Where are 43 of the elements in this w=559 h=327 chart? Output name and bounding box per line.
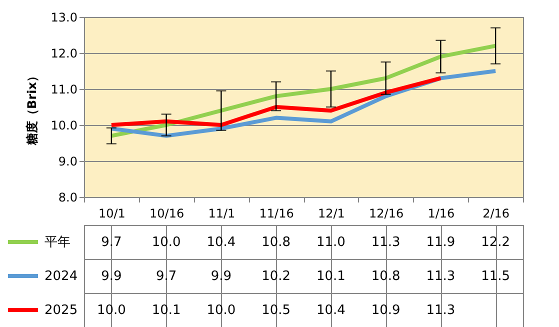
legend-label: 2025: [44, 303, 78, 318]
legend-label: 2024: [44, 269, 78, 284]
data-label: 10.1: [316, 269, 346, 284]
x-tick-label: 11/1: [208, 206, 236, 220]
y-tick-label: 10.0: [50, 118, 78, 132]
data-label: 10.0: [152, 235, 181, 250]
x-tick-label: 10/16: [150, 206, 184, 220]
line-series: [109, 76, 443, 127]
data-label: 9.7: [101, 235, 122, 250]
legend-label: 平年: [44, 235, 70, 250]
data-label: 10.0: [206, 303, 236, 318]
data-label: 9.7: [156, 269, 177, 284]
data-label: 11.0: [316, 235, 346, 250]
data-label: 11.9: [426, 235, 456, 250]
y-tick-label: 11.0: [50, 82, 78, 96]
data-label: 10.5: [262, 303, 291, 318]
data-label: 9.9: [210, 269, 232, 284]
data-label: 10.9: [371, 303, 400, 318]
y-tick-label: 13.0: [50, 10, 78, 24]
data-label: 11.3: [426, 303, 456, 318]
data-label: 11.3: [371, 235, 400, 250]
x-tick-label: 11/16: [259, 206, 294, 220]
y-tick-label: 12.0: [50, 46, 78, 60]
data-label: 10.4: [206, 235, 236, 250]
x-tick-label: 2/16: [482, 206, 510, 220]
x-tick-label: 12/1: [318, 206, 345, 220]
data-label: 12.2: [481, 235, 510, 250]
x-tick-label: 10/1: [98, 206, 126, 220]
data-label: 10.8: [262, 235, 291, 250]
data-label: 9.9: [101, 269, 122, 284]
y-axis-title: 糖度（Brix）: [24, 70, 39, 146]
data-label: 11.5: [481, 269, 510, 284]
x-tick-label: 12/16: [369, 206, 404, 220]
y-tick-label: 9.0: [58, 154, 78, 168]
x-tick-label: 1/16: [428, 206, 455, 220]
data-label: 10.2: [262, 269, 291, 284]
data-label: 10.4: [316, 303, 346, 318]
data-label: 10.1: [152, 303, 181, 318]
line-series: [109, 44, 498, 138]
y-tick-label: 8.0: [58, 190, 78, 204]
data-label: 11.3: [426, 269, 456, 284]
data-label: 10.0: [96, 303, 126, 318]
data-label: 10.8: [371, 269, 400, 284]
